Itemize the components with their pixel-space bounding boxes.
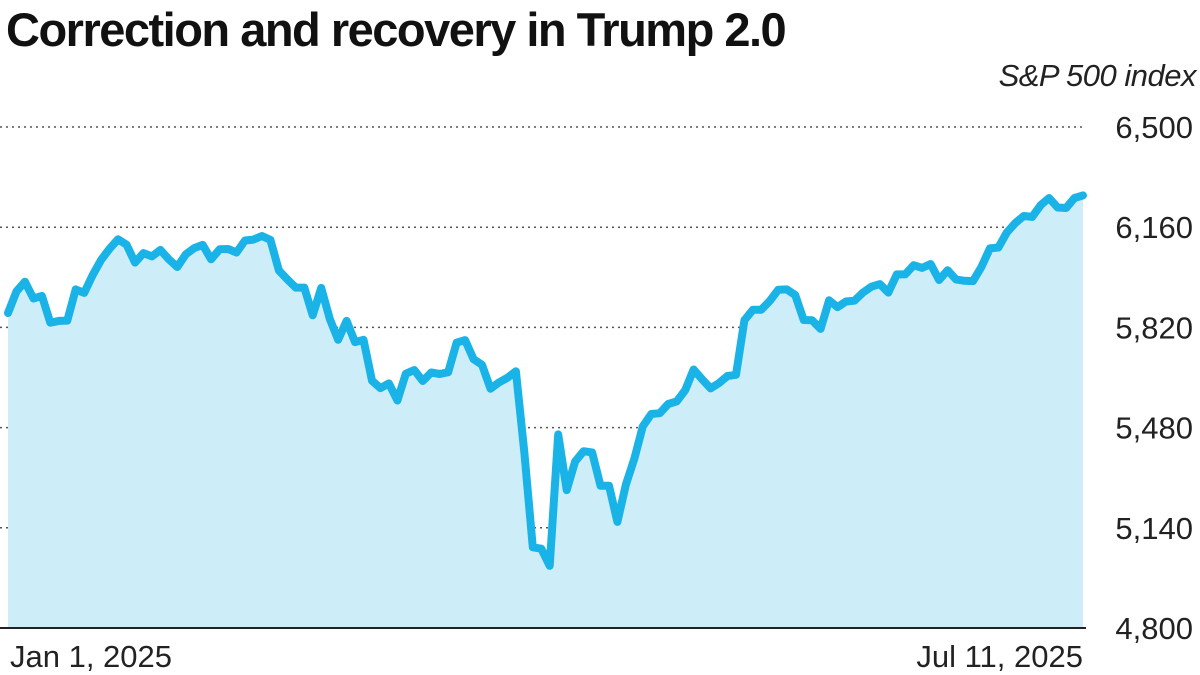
y-tick-label: 4,800 [1115,611,1193,646]
y-tick-label: 5,480 [1115,411,1193,446]
area-fill [8,195,1083,628]
x-tick-label: Jan 1, 2025 [10,639,172,674]
series-line [4,191,1087,570]
y-tick-label: 6,160 [1115,210,1193,245]
x-tick-label: Jul 11, 2025 [916,639,1083,674]
chart-title: Correction and recovery in Trump 2.0 [6,3,787,56]
y-tick-label: 5,140 [1115,511,1193,546]
y-tick-label: 6,500 [1115,110,1193,145]
y-axis-unit-label: S&P 500 index [998,58,1197,93]
y-tick-label: 5,820 [1115,310,1193,345]
